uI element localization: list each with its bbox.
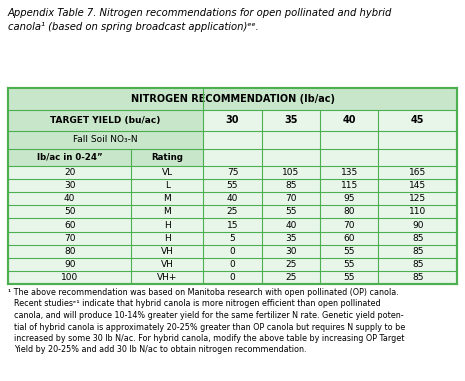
Text: 75: 75 [227,168,238,177]
Text: 85: 85 [285,181,297,190]
Text: VH+: VH+ [157,273,178,282]
Text: 35: 35 [285,234,297,243]
Text: M: M [164,194,171,203]
Text: 55: 55 [227,181,238,190]
Text: 20: 20 [64,168,75,177]
Text: 85: 85 [412,247,424,256]
Text: 40: 40 [227,194,238,203]
Text: Rating: Rating [152,153,183,162]
Text: Yield by 20-25% and add 30 lb N/ac to obtain nitrogen recommendation.: Yield by 20-25% and add 30 lb N/ac to ob… [13,346,306,354]
Text: H: H [164,221,171,229]
Text: H: H [164,234,171,243]
Text: 35: 35 [284,115,298,125]
Bar [8,131,203,149]
Text: 100: 100 [61,273,79,282]
Text: 0: 0 [230,260,235,269]
Text: 80: 80 [344,207,355,216]
Text: 115: 115 [341,181,358,190]
Text: Appendix Table 7. Nitrogen recommendations for open pollinated and hybrid: Appendix Table 7. Nitrogen recommendatio… [8,8,392,18]
Text: 70: 70 [64,234,75,243]
Text: 85: 85 [412,273,424,282]
Text: tial of hybrid canola is approximately 20-25% greater than OP canola but require: tial of hybrid canola is approximately 2… [13,322,405,331]
Text: L: L [165,181,170,190]
Text: 30: 30 [285,247,297,256]
Text: 25: 25 [285,260,297,269]
Text: Fall Soil NO₃-N: Fall Soil NO₃-N [73,135,138,144]
Text: 25: 25 [227,207,238,216]
Text: 145: 145 [409,181,426,190]
Text: VL: VL [162,168,173,177]
Text: 125: 125 [409,194,426,203]
Text: 0: 0 [230,273,235,282]
Text: 55: 55 [344,273,355,282]
Text: 165: 165 [409,168,426,177]
Bar [8,109,203,131]
Text: 70: 70 [285,194,297,203]
Text: M: M [164,207,171,216]
Text: VH: VH [161,260,174,269]
Text: 90: 90 [412,221,424,229]
Text: 55: 55 [344,260,355,269]
Text: 50: 50 [64,207,75,216]
Text: 55: 55 [285,207,297,216]
Text: 85: 85 [412,260,424,269]
Text: 110: 110 [409,207,426,216]
Text: canola, and will produce 10-14% greater yield for the same fertilizer N rate. Ge: canola, and will produce 10-14% greater … [13,311,403,320]
Text: 30: 30 [64,181,75,190]
Text: 80: 80 [64,247,75,256]
Text: NITROGEN RECOMMENDATION (lb/ac): NITROGEN RECOMMENDATION (lb/ac) [131,94,334,104]
Text: 70: 70 [344,221,355,229]
Text: 105: 105 [282,168,299,177]
Text: VH: VH [161,247,174,256]
Text: 40: 40 [343,115,356,125]
Text: increased by some 30 lb N/ac. For hybrid canola, modify the above table by incre: increased by some 30 lb N/ac. For hybrid… [13,334,404,343]
Text: 135: 135 [341,168,358,177]
Bar [8,149,203,166]
Text: 85: 85 [412,234,424,243]
Text: TARGET YIELD (bu/ac): TARGET YIELD (bu/ac) [51,116,161,125]
Text: 40: 40 [64,194,75,203]
Text: 45: 45 [411,115,425,125]
Text: 25: 25 [285,273,297,282]
Text: 60: 60 [64,221,75,229]
Text: canola¹ (based on spring broadcast application)ᵉᵉ.: canola¹ (based on spring broadcast appli… [8,22,259,32]
Text: 90: 90 [64,260,75,269]
Text: 95: 95 [344,194,355,203]
Text: Recent studiesᵉ¹ indicate that hybrid canola is more nitrogen efficient than ope: Recent studiesᵉ¹ indicate that hybrid ca… [13,299,380,309]
Text: 30: 30 [226,115,239,125]
Bar [8,88,457,109]
Text: 40: 40 [285,221,297,229]
Text: 55: 55 [344,247,355,256]
Text: lb/ac in 0-24”: lb/ac in 0-24” [37,153,103,162]
Text: ¹ The above recommendation was based on Manitoba research with open pollinated (: ¹ The above recommendation was based on … [8,288,399,297]
Text: 60: 60 [344,234,355,243]
Text: 15: 15 [227,221,238,229]
Text: 0: 0 [230,247,235,256]
Text: 5: 5 [230,234,235,243]
